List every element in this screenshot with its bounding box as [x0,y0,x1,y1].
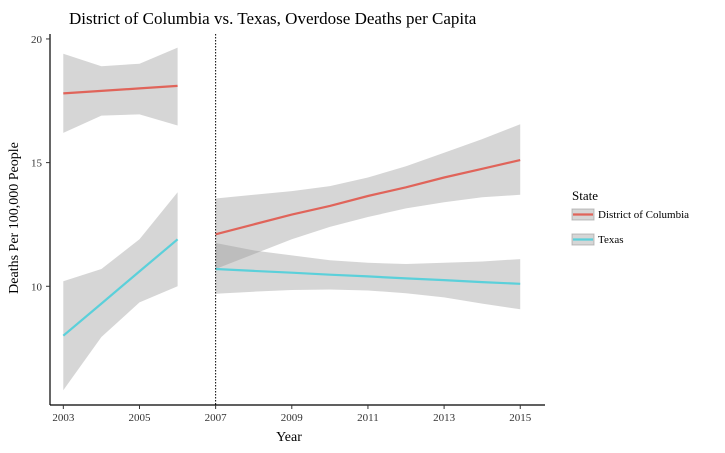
x-tick-label: 2005 [128,412,151,424]
y-tick-label: 10 [31,281,43,293]
district-of-columbia-line-1 [63,84,178,95]
texas-legend-label: Texas [598,234,624,246]
confidence-bands [63,47,521,391]
x-tick-label: 2011 [357,412,379,424]
x-tick-label: 2007 [205,412,228,424]
texas-band-1 [63,192,178,391]
chart-title: District of Columbia vs. Texas, Overdose… [69,9,477,28]
series-lines [62,84,521,337]
legend-title: State [572,188,598,203]
y-axis-title: Deaths Per 100,000 People [7,142,22,294]
texas-line-1 [62,238,179,337]
texas-line-2 [215,267,521,285]
district-of-columbia-legend-label: District of Columbia [598,209,689,221]
x-tick-label: 2009 [281,412,304,424]
y-tick-label: 15 [31,158,43,170]
district-of-columbia-line-2 [215,159,521,236]
x-tick-label: 2003 [52,412,75,424]
x-tick-label: 2015 [509,412,532,424]
x-tick-label: 2013 [433,412,456,424]
y-tick-label: 20 [31,34,43,46]
axes: 2003 2005 2007 2009 2011 2013 2015 10 15 20 [31,34,545,424]
x-axis-title: Year [276,430,302,445]
